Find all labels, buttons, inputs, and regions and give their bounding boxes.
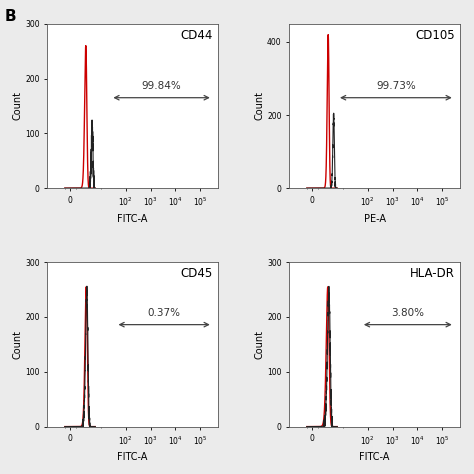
X-axis label: PE-A: PE-A <box>364 214 385 224</box>
Text: HLA-DR: HLA-DR <box>410 267 455 280</box>
Text: CD45: CD45 <box>181 267 213 280</box>
X-axis label: FITC-A: FITC-A <box>359 452 390 462</box>
X-axis label: FITC-A: FITC-A <box>118 214 148 224</box>
Text: 99.73%: 99.73% <box>376 81 416 91</box>
Text: CD44: CD44 <box>180 28 213 42</box>
Y-axis label: Count: Count <box>12 330 22 359</box>
Y-axis label: Count: Count <box>255 330 264 359</box>
Text: 3.80%: 3.80% <box>392 308 424 318</box>
Text: 0.37%: 0.37% <box>147 308 181 318</box>
Y-axis label: Count: Count <box>255 91 264 120</box>
Y-axis label: Count: Count <box>12 91 22 120</box>
Text: 99.84%: 99.84% <box>142 81 182 91</box>
Text: B: B <box>5 9 17 25</box>
Text: CD105: CD105 <box>415 28 455 42</box>
X-axis label: FITC-A: FITC-A <box>118 452 148 462</box>
